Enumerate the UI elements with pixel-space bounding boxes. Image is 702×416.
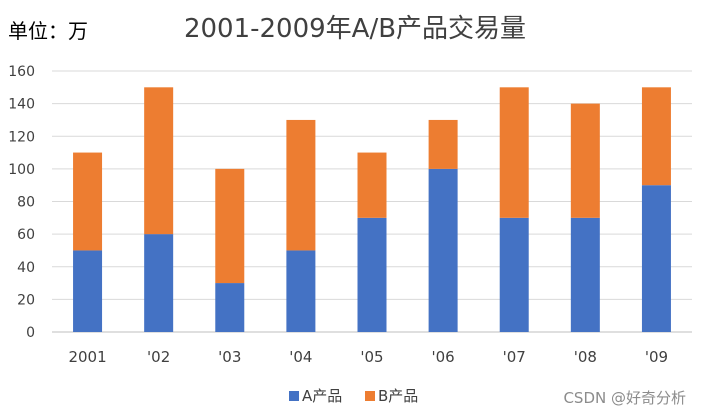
legend-label: A产品 (302, 387, 342, 405)
unit-label: 单位：万 (8, 19, 88, 43)
y-tick-label: 20 (17, 292, 35, 308)
legend-swatch (289, 391, 299, 401)
legend-label: B产品 (378, 387, 418, 405)
x-tick-label: '08 (574, 348, 597, 366)
x-tick-label: '09 (645, 348, 668, 366)
bar (357, 217, 387, 332)
bars (73, 87, 671, 332)
watermark: CSDN @好奇分析 (563, 389, 686, 407)
x-tick-label: '06 (432, 348, 455, 366)
bar (428, 168, 458, 332)
y-tick-label: 40 (17, 260, 35, 276)
bar (570, 103, 600, 218)
x-tick-label: '02 (147, 348, 170, 366)
y-axis-ticks: 0 20 40 60 80 100 120 140 160 (8, 64, 35, 341)
y-tick-label: 100 (8, 162, 35, 178)
bar (428, 119, 458, 169)
x-tick-label: 2001 (68, 348, 106, 366)
legend-swatch (365, 391, 375, 401)
x-tick-label: '03 (218, 348, 241, 366)
bar (286, 119, 316, 251)
y-tick-label: 160 (8, 64, 35, 80)
bar (499, 217, 529, 332)
x-tick-label: '05 (360, 348, 383, 366)
legend: A产品 B产品 (289, 387, 418, 405)
x-axis-ticks: 2001 '02 '03 '04 '05 '06 '07 '08 '09 (68, 348, 668, 366)
x-tick-label: '07 (503, 348, 526, 366)
y-tick-label: 80 (17, 195, 35, 211)
bar (144, 234, 174, 332)
y-tick-label: 0 (26, 325, 35, 341)
y-tick-label: 120 (8, 129, 35, 145)
chart-title: 2001-2009年A/B产品交易量 (184, 14, 526, 44)
y-tick-label: 60 (17, 227, 35, 243)
bar (641, 87, 671, 186)
bar (144, 87, 174, 235)
x-tick-label: '04 (289, 348, 312, 366)
bar (286, 250, 316, 332)
bar (215, 168, 245, 284)
bar (215, 283, 245, 332)
bar (73, 152, 103, 251)
y-tick-label: 140 (8, 97, 35, 113)
bar (641, 185, 671, 332)
bar (570, 217, 600, 332)
bar (357, 152, 387, 218)
bar (499, 87, 529, 218)
bar (73, 250, 103, 332)
